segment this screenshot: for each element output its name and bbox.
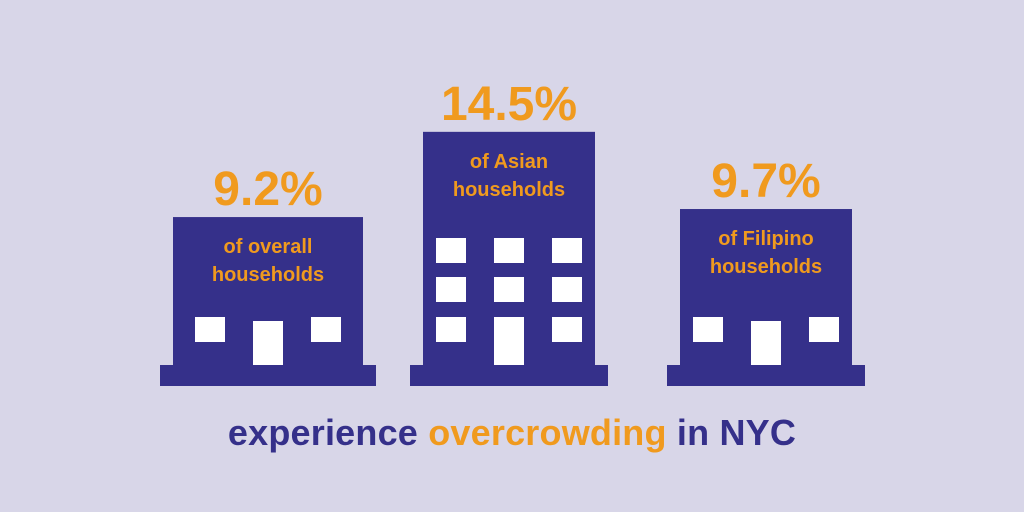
window <box>436 317 466 342</box>
window <box>693 317 723 342</box>
value-label: 9.7% <box>711 155 820 208</box>
value-label: 14.5% <box>441 78 577 131</box>
building-3: of Filipino households 9.7% <box>667 155 865 386</box>
window <box>552 238 582 263</box>
building-base <box>160 365 376 386</box>
headline-part2: overcrowding <box>428 412 667 453</box>
building-2: of Asian households 14.5% <box>410 78 608 386</box>
building-base <box>410 365 608 386</box>
category-label: households <box>212 264 324 286</box>
window <box>552 277 582 302</box>
category-label: of Asian <box>470 151 548 173</box>
value-label: 9.2% <box>213 163 322 216</box>
window <box>809 317 839 342</box>
category-label: households <box>453 179 565 201</box>
headline-part3: in NYC <box>676 412 797 453</box>
headline: experience overcrowding in NYC <box>0 412 1024 454</box>
window <box>436 277 466 302</box>
category-label: households <box>710 256 822 278</box>
window <box>494 277 524 302</box>
window <box>552 317 582 342</box>
category-label: of Filipino <box>718 228 814 250</box>
headline-part1: experience <box>227 412 419 453</box>
door <box>751 321 781 365</box>
category-label: of overall <box>224 236 313 258</box>
window <box>195 317 225 342</box>
door <box>253 321 283 365</box>
door <box>494 317 524 365</box>
window <box>494 238 524 263</box>
window <box>311 317 341 342</box>
window <box>436 238 466 263</box>
building-base <box>667 365 865 386</box>
building-1: of overall households 9.2% <box>160 163 376 386</box>
